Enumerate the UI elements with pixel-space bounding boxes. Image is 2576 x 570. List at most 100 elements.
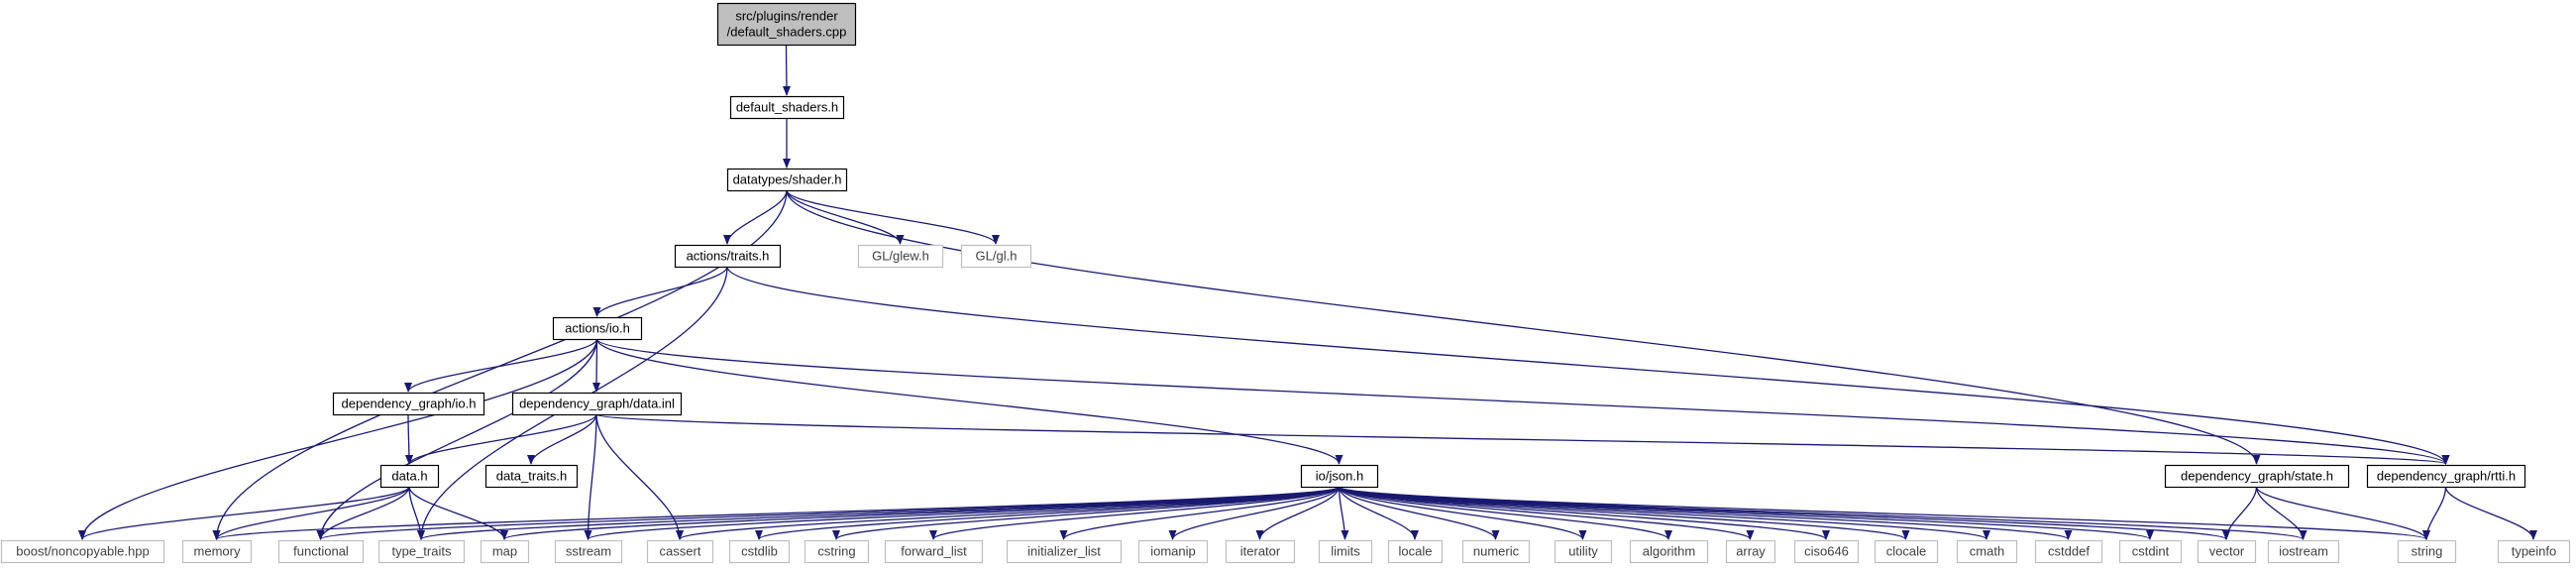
node-type-traits: type_traits bbox=[377, 539, 466, 564]
node-box bbox=[2197, 539, 2257, 564]
node-label: cstring bbox=[817, 544, 855, 559]
node-algorithm: algorithm bbox=[1629, 539, 1709, 564]
node-label: array bbox=[1736, 544, 1766, 559]
node-label: datatypes/shader.h bbox=[733, 172, 842, 187]
node-typeinfo: typeinfo bbox=[2497, 539, 2571, 564]
node-cassert: cassert bbox=[646, 539, 714, 564]
node-root[interactable]: src/plugins/render/default_shaders.cpp bbox=[716, 2, 857, 47]
node-dg-io[interactable]: dependency_graph/io.h bbox=[332, 392, 485, 416]
node-box bbox=[554, 539, 623, 564]
node-box bbox=[1387, 539, 1444, 564]
edge-dg-data-inl-to-rtti bbox=[595, 413, 2449, 465]
node-box bbox=[726, 168, 848, 192]
node-label: cstdint bbox=[2132, 544, 2170, 559]
node-box bbox=[2267, 539, 2340, 564]
edge-dg-data-inl-to-sstream bbox=[584, 413, 597, 540]
node-limits: limits bbox=[1318, 539, 1373, 564]
node-box bbox=[480, 539, 530, 564]
node-box bbox=[716, 2, 857, 47]
node-box bbox=[1874, 539, 1939, 564]
node-box bbox=[181, 539, 253, 564]
node-label: cmath bbox=[1970, 544, 2004, 559]
node-label: iterator bbox=[1240, 544, 1281, 559]
edge-json-to-iterator bbox=[1255, 486, 1341, 540]
node-box bbox=[1318, 539, 1373, 564]
node-cstdint: cstdint bbox=[2118, 539, 2183, 564]
node-label: boost/noncopyable.hpp bbox=[16, 544, 149, 559]
node-label: locale bbox=[1399, 544, 1433, 559]
node-box bbox=[1300, 464, 1379, 489]
node-cmath: cmath bbox=[1956, 539, 2018, 564]
edge-json-to-initializer-list bbox=[1059, 486, 1341, 540]
node-dg-data-inl[interactable]: dependency_graph/data.inl bbox=[511, 392, 683, 416]
edge-io-to-rtti bbox=[595, 338, 2450, 465]
node-glew: GL/glew.h bbox=[857, 244, 944, 269]
node-box bbox=[804, 539, 870, 564]
node-label: forward_list bbox=[901, 544, 967, 559]
node-iomanip: iomanip bbox=[1137, 539, 1209, 564]
node-box bbox=[1956, 539, 2018, 564]
node-rtti[interactable]: dependency_graph/rtti.h bbox=[2366, 464, 2526, 489]
edge-state-to-vector bbox=[2222, 486, 2258, 540]
edge-shader-to-glew bbox=[786, 189, 905, 245]
node-box bbox=[960, 244, 1032, 269]
node-data-traits[interactable]: data_traits.h bbox=[484, 464, 579, 489]
edge-io-to-functional bbox=[316, 338, 598, 540]
node-default-shaders[interactable]: default_shaders.h bbox=[729, 95, 845, 120]
node-forward-list: forward_list bbox=[884, 539, 984, 564]
node-label: dependency_graph/io.h bbox=[342, 397, 477, 411]
node-vector: vector bbox=[2197, 539, 2257, 564]
node-box bbox=[2366, 464, 2526, 489]
node-label: initializer_list bbox=[1027, 544, 1101, 559]
node-cstdlib: cstdlib bbox=[728, 539, 791, 564]
node-data-h[interactable]: data.h bbox=[379, 464, 440, 489]
edge-json-to-cstddef bbox=[1338, 486, 2073, 540]
node-utility: utility bbox=[1554, 539, 1613, 564]
edge-shader-to-gl bbox=[786, 189, 1000, 245]
edge-json-to-limits bbox=[1338, 486, 1349, 540]
node-label: GL/glew.h bbox=[872, 249, 929, 264]
node-sstream: sstream bbox=[554, 539, 623, 564]
node-box bbox=[484, 464, 579, 489]
edge-json-to-utility bbox=[1338, 486, 1587, 540]
node-string: string bbox=[2397, 539, 2457, 564]
node-memory: memory bbox=[181, 539, 253, 564]
edge-json-to-locale bbox=[1338, 486, 1419, 540]
node-cstddef: cstddef bbox=[2034, 539, 2103, 564]
edge-json-to-ciso646 bbox=[1338, 486, 1830, 540]
edge-json-to-cstring bbox=[832, 486, 1341, 540]
node-gl: GL/gl.h bbox=[960, 244, 1032, 269]
node-label: ciso646 bbox=[1804, 544, 1849, 559]
edge-json-to-forward-list bbox=[929, 486, 1341, 540]
node-box bbox=[1554, 539, 1613, 564]
edge-shader-to-traits bbox=[723, 189, 788, 245]
node-label: io/json.h bbox=[1316, 469, 1363, 484]
edge-traits-to-rtti bbox=[726, 266, 2450, 465]
node-traits[interactable]: actions/traits.h bbox=[674, 244, 782, 269]
node-state[interactable]: dependency_graph/state.h bbox=[2164, 464, 2350, 489]
node-box bbox=[552, 316, 643, 341]
node-box bbox=[1006, 539, 1123, 564]
node-io[interactable]: actions/io.h bbox=[552, 316, 643, 341]
edge-json-to-numeric bbox=[1338, 486, 1500, 540]
edge-shader-to-state bbox=[786, 189, 2261, 465]
edge-state-to-string bbox=[2255, 486, 2430, 540]
node-ciso646: ciso646 bbox=[1793, 539, 1860, 564]
edge-io-to-dg-io bbox=[404, 338, 598, 393]
node-json[interactable]: io/json.h bbox=[1300, 464, 1379, 489]
node-clocale: clocale bbox=[1874, 539, 1939, 564]
node-label: utility bbox=[1568, 544, 1598, 559]
edge-json-to-iomanip bbox=[1168, 486, 1341, 540]
edge-json-to-string bbox=[1338, 486, 2430, 540]
node-shader[interactable]: datatypes/shader.h bbox=[726, 168, 848, 192]
node-label: GL/gl.h bbox=[976, 249, 1018, 264]
node-label: typeinfo bbox=[2512, 544, 2557, 559]
node-label: string bbox=[2412, 544, 2443, 559]
node-box bbox=[857, 244, 944, 269]
node-label: default_shaders.h bbox=[736, 100, 838, 115]
node-label: limits bbox=[1331, 544, 1360, 559]
node-array: array bbox=[1725, 539, 1776, 564]
node-numeric: numeric bbox=[1461, 539, 1531, 564]
node-label: numeric bbox=[1473, 544, 1520, 559]
edge-data-h-to-map bbox=[408, 486, 508, 540]
